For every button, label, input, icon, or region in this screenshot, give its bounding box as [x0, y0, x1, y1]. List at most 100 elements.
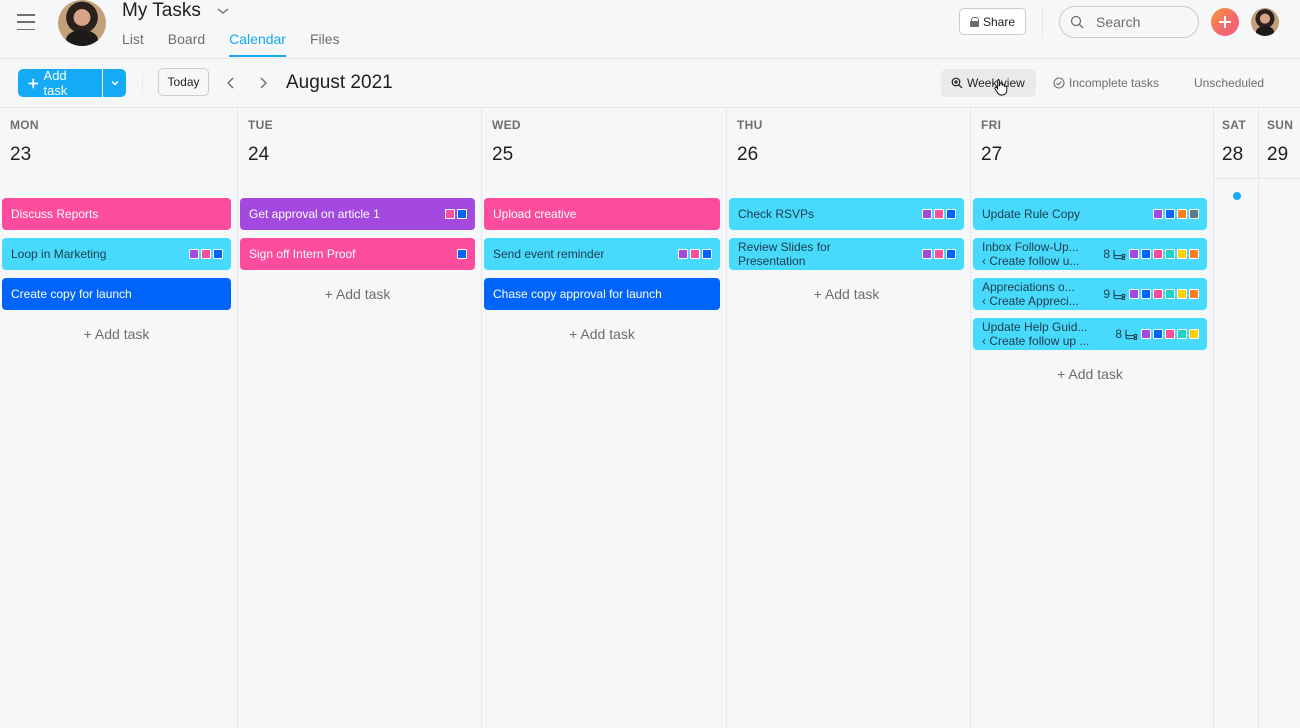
subtask-count-value: 9: [1103, 287, 1110, 301]
calendar-toolbar: Add task Today August 2021 Week view Inc…: [0, 59, 1300, 108]
today-button[interactable]: Today: [158, 68, 209, 96]
task-card[interactable]: Discuss Reports: [2, 198, 231, 230]
menu-icon[interactable]: [17, 14, 35, 30]
user-avatar[interactable]: [1251, 8, 1279, 36]
task-name: Inbox Follow-Up...: [982, 240, 1079, 254]
tag-teal: [1177, 329, 1187, 339]
task-name: Update Help Guid...: [982, 320, 1088, 334]
chevron-right-icon[interactable]: [254, 73, 272, 93]
tag-blue: [213, 249, 223, 259]
tab-list[interactable]: List: [122, 31, 144, 47]
task-name: Send event reminder: [493, 247, 605, 261]
task-card[interactable]: Loop in Marketing: [2, 238, 231, 270]
task-card[interactable]: Inbox Follow-Up... ‹ Create follow u... 8: [973, 238, 1207, 270]
add-task-label: Add task: [43, 69, 68, 97]
subtask-count-value: 8: [1115, 327, 1122, 341]
tag-yellow: [1189, 329, 1199, 339]
tab-files[interactable]: Files: [309, 31, 340, 47]
day-of-week: THU: [737, 118, 763, 132]
tag-blue: [457, 209, 467, 219]
chevron-left-icon[interactable]: [222, 73, 240, 93]
task-card[interactable]: Update Help Guid... ‹ Create follow up ..…: [973, 318, 1207, 350]
task-name: Chase copy approval for launch: [493, 287, 662, 301]
task-card[interactable]: Appreciations o... ‹ Create Appreci... 9: [973, 278, 1207, 310]
task-name: Sign off Intern Proof: [249, 247, 356, 261]
tag-list: [1153, 209, 1199, 219]
tag-purple: [1129, 249, 1139, 259]
task-name: Loop in Marketing: [11, 247, 107, 261]
tag-pink: [201, 249, 211, 259]
day-column-wed[interactable]: WED 25 Upload creative Send event reminder C…: [482, 108, 727, 728]
add-task-link[interactable]: + Add task: [83, 326, 150, 342]
tag-pink: [934, 249, 944, 259]
task-card[interactable]: Get approval on article 1: [240, 198, 475, 230]
add-task-dropdown[interactable]: [103, 69, 126, 97]
share-button[interactable]: Share: [959, 8, 1026, 35]
day-column-sun[interactable]: SUN 29: [1259, 108, 1300, 728]
tag-purple: [922, 249, 932, 259]
view-tabs: List Board Calendar Files: [122, 31, 340, 57]
day-column-tue[interactable]: TUE 24 Get approval on article 1 Sign off I…: [238, 108, 482, 728]
task-name: Appreciations o...: [982, 280, 1075, 294]
add-task-link[interactable]: + Add task: [813, 286, 880, 302]
task-card[interactable]: Create copy for launch: [2, 278, 231, 310]
subtask-count: 8: [1115, 327, 1138, 341]
task-name: Create copy for launch: [11, 287, 132, 301]
tag-purple: [1141, 329, 1151, 339]
day-column-mon[interactable]: MON 23 Discuss Reports Loop in Marketing Cre…: [0, 108, 238, 728]
add-task-link[interactable]: + Add task: [324, 286, 391, 302]
tag-blue: [457, 249, 467, 259]
search-icon: [1070, 15, 1084, 29]
day-of-week: SAT: [1222, 118, 1247, 132]
day-number: 28: [1222, 144, 1244, 165]
task-indicator-dot[interactable]: [1233, 192, 1241, 200]
task-list: Get approval on article 1 Sign off Intern…: [240, 198, 475, 308]
day-number: 23: [10, 144, 32, 165]
day-column-sat[interactable]: SAT 28: [1214, 108, 1259, 728]
day-column-thu[interactable]: THU 26 Check RSVPs Review Slides for Present…: [727, 108, 971, 728]
tag-list: [922, 249, 956, 259]
subtask-icon: [1113, 289, 1126, 300]
quick-add-button[interactable]: [1211, 8, 1239, 36]
chevron-down-icon[interactable]: [216, 4, 230, 18]
task-card[interactable]: Sign off Intern Proof: [240, 238, 475, 270]
incomplete-tasks-filter[interactable]: Incomplete tasks: [1053, 69, 1159, 97]
add-task-link[interactable]: + Add task: [1057, 366, 1123, 382]
tag-pink: [934, 209, 944, 219]
task-card[interactable]: Review Slides for Presentation: [729, 238, 964, 270]
parent-task-name: ‹ Create follow u...: [982, 254, 1080, 268]
day-number: 26: [737, 144, 759, 165]
tag-blue: [1153, 329, 1163, 339]
tag-list: [678, 249, 712, 259]
task-card[interactable]: Send event reminder: [484, 238, 720, 270]
tag-purple: [1129, 289, 1139, 299]
tag-list: [1129, 249, 1199, 259]
page-title: My Tasks: [122, 0, 201, 21]
lock-icon: [969, 16, 980, 27]
task-list: Update Rule Copy Inbox Follow-Up... ‹ Crea…: [973, 198, 1207, 388]
tag-purple: [678, 249, 688, 259]
search-box[interactable]: [1059, 6, 1199, 38]
tag-yellow: [1177, 289, 1187, 299]
parent-task-name: ‹ Create follow up ...: [982, 334, 1090, 348]
search-input[interactable]: [1096, 14, 1186, 30]
task-card[interactable]: Update Rule Copy: [973, 198, 1207, 230]
task-card[interactable]: Check RSVPs: [729, 198, 964, 230]
task-name: Update Rule Copy: [982, 207, 1081, 221]
tag-pink: [445, 209, 455, 219]
tag-teal: [1165, 249, 1175, 259]
add-task-button[interactable]: Add task: [18, 69, 102, 97]
unscheduled-button[interactable]: Unscheduled: [1194, 76, 1265, 90]
add-task-link[interactable]: + Add task: [569, 326, 635, 342]
day-column-fri[interactable]: FRI 27 Update Rule Copy Inbox Follow-Up... ‹…: [971, 108, 1214, 728]
task-list: Discuss Reports Loop in Marketing Create c…: [2, 198, 231, 348]
tab-calendar[interactable]: Calendar: [229, 31, 286, 57]
week-view-button[interactable]: Week view: [941, 69, 1036, 97]
tag-pink: [1153, 249, 1163, 259]
task-card[interactable]: Chase copy approval for launch: [484, 278, 720, 310]
task-list: Check RSVPs Review Slides for Presentation…: [729, 198, 964, 308]
task-name-line2: Presentation: [738, 254, 806, 268]
tab-board[interactable]: Board: [167, 31, 206, 47]
task-card[interactable]: Upload creative: [484, 198, 720, 230]
subtask-count: 8: [1103, 247, 1126, 261]
